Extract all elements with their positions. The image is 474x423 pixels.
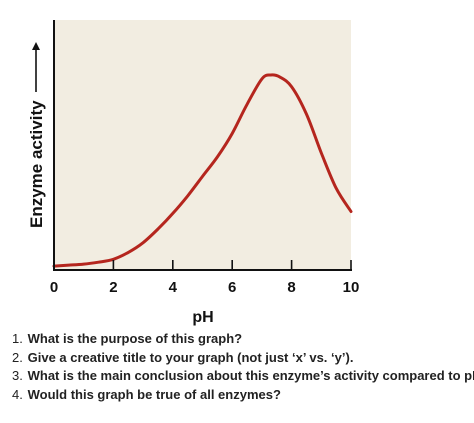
- y-axis-label: Enzyme activity: [27, 42, 46, 228]
- question-number: 1.: [12, 331, 23, 346]
- x-tick-label: 10: [343, 279, 360, 296]
- question-text: What is the main conclusion about this e…: [24, 368, 474, 383]
- x-axis-title: pH: [192, 309, 213, 326]
- question-number: 3.: [12, 368, 23, 383]
- question-text: What is the purpose of this graph?: [24, 331, 243, 346]
- question-item: 3. What is the main conclusion about thi…: [12, 367, 474, 386]
- question-item: 1. What is the purpose of this graph?: [12, 330, 474, 349]
- question-item: 2. Give a creative title to your graph (…: [12, 349, 474, 368]
- x-tick-label: 6: [228, 279, 236, 296]
- question-list: 1. What is the purpose of this graph? 2. …: [12, 330, 474, 404]
- question-number: 2.: [12, 349, 23, 365]
- x-tick-label: 4: [169, 279, 178, 296]
- question-item: 4. Would this graph be true of all enzym…: [12, 386, 474, 405]
- x-tick-label: 0: [50, 279, 58, 296]
- series-line: [52, 73, 353, 268]
- plot-area: [54, 20, 351, 270]
- question-text: Would this graph be true of all enzymes?: [24, 386, 281, 402]
- enzyme-chart: 0 2 4 6 8 10 pH Enzyme activity: [27, 20, 360, 326]
- question-text: Give a creative title to your graph (not…: [24, 349, 354, 365]
- y-axis-title: Enzyme activity: [27, 100, 46, 228]
- x-tick-label: 8: [287, 279, 295, 296]
- series-group: [52, 73, 353, 268]
- x-ticks: 0 2 4 6 8 10: [50, 260, 360, 296]
- y-axis-arrow-head: [32, 42, 40, 50]
- question-number: 4.: [12, 386, 23, 402]
- x-tick-label: 2: [109, 279, 117, 296]
